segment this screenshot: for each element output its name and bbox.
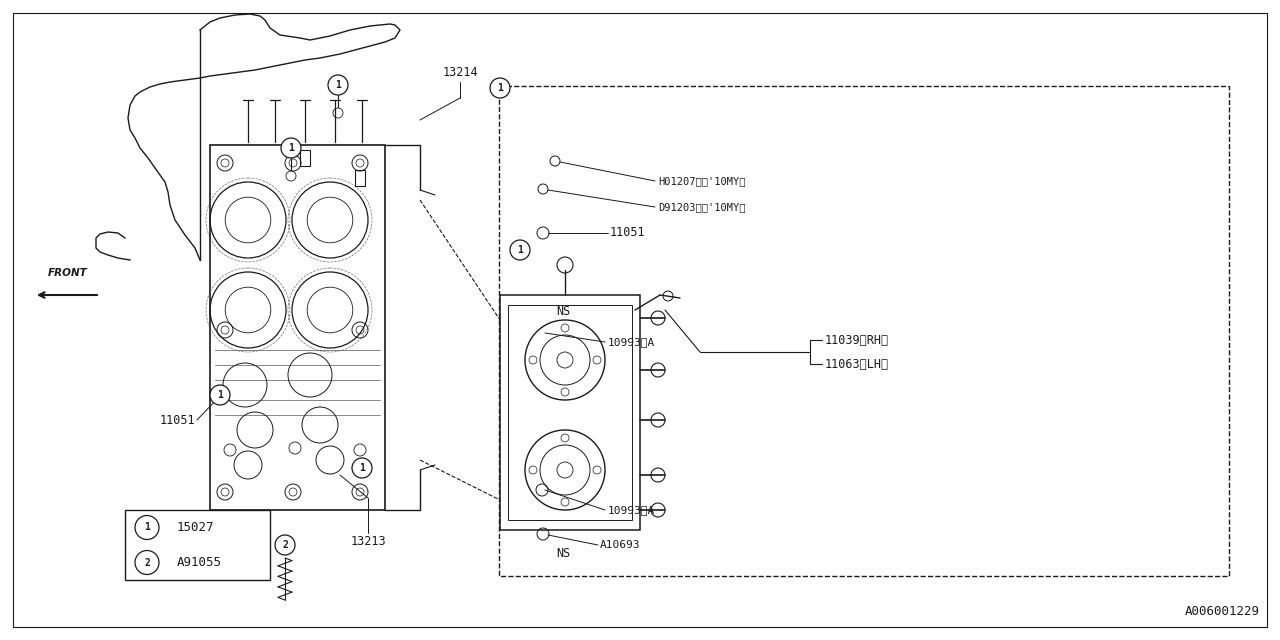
Bar xyxy=(300,150,310,166)
Text: 11051: 11051 xyxy=(160,413,195,426)
Text: 1: 1 xyxy=(335,80,340,90)
Circle shape xyxy=(490,78,509,98)
Text: 11039〈RH〉: 11039〈RH〉 xyxy=(826,333,890,346)
Text: 11063〈LH〉: 11063〈LH〉 xyxy=(826,358,890,371)
Text: FRONT: FRONT xyxy=(49,268,88,278)
Text: 15027: 15027 xyxy=(177,521,215,534)
Text: 2: 2 xyxy=(282,540,288,550)
Text: 1: 1 xyxy=(288,143,294,153)
Circle shape xyxy=(352,458,372,478)
Text: A10693: A10693 xyxy=(600,540,640,550)
Text: 10993＊A: 10993＊A xyxy=(608,505,655,515)
Text: 10993＊A: 10993＊A xyxy=(608,337,655,347)
Text: 13214: 13214 xyxy=(442,66,477,79)
Circle shape xyxy=(328,75,348,95)
Circle shape xyxy=(210,385,230,405)
Bar xyxy=(508,305,632,520)
Text: A006001229: A006001229 xyxy=(1185,605,1260,618)
Text: 2: 2 xyxy=(145,557,150,568)
Text: A91055: A91055 xyxy=(177,556,221,569)
Text: 11051: 11051 xyxy=(611,227,645,239)
Bar xyxy=(500,295,640,530)
Circle shape xyxy=(134,515,159,540)
Circle shape xyxy=(134,550,159,575)
Bar xyxy=(125,510,270,580)
Circle shape xyxy=(509,240,530,260)
Text: 1: 1 xyxy=(145,522,150,532)
Text: H01207（－'10MY）: H01207（－'10MY） xyxy=(658,176,745,186)
Text: NS: NS xyxy=(556,547,570,560)
Text: NS: NS xyxy=(556,305,570,318)
Circle shape xyxy=(275,535,294,555)
Circle shape xyxy=(282,138,301,158)
Text: D91203（－'10MY）: D91203（－'10MY） xyxy=(658,202,745,212)
Text: 1: 1 xyxy=(360,463,365,473)
Text: 1: 1 xyxy=(218,390,223,400)
Text: 13213: 13213 xyxy=(351,535,385,548)
Bar xyxy=(355,170,365,186)
Bar xyxy=(210,145,385,510)
Text: 1: 1 xyxy=(497,83,503,93)
Text: 1: 1 xyxy=(517,245,524,255)
Bar xyxy=(499,86,1229,576)
